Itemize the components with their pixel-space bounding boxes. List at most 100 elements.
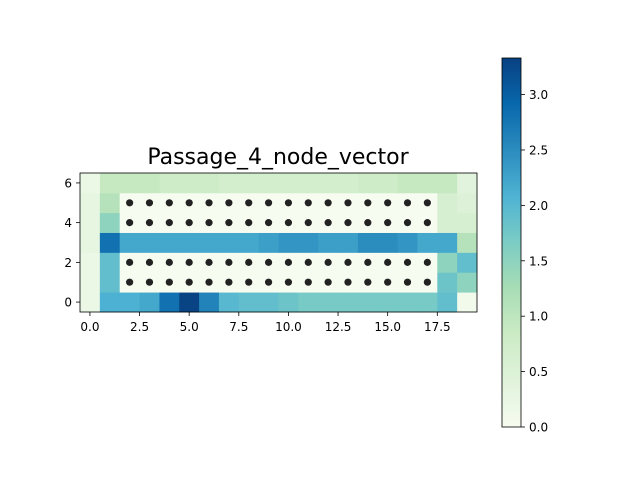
heatmap-cell — [377, 292, 398, 313]
heatmap-cell — [357, 232, 379, 253]
heatmap-cell — [298, 292, 319, 313]
scatter-point — [403, 199, 412, 207]
heatmap-cell — [278, 292, 299, 313]
heatmap-cell — [99, 252, 121, 273]
heatmap-cell — [199, 173, 220, 194]
plot-frame — [79, 172, 478, 313]
scatter-point — [344, 199, 352, 207]
scatter-point — [126, 219, 134, 227]
heatmap-cell — [199, 232, 220, 253]
heatmap-cell — [278, 173, 299, 194]
heatmap-cell — [457, 272, 478, 293]
heatmap-cell — [139, 292, 160, 313]
scatter-point — [205, 199, 213, 207]
scatter-point — [364, 278, 372, 286]
scatter-point — [145, 199, 154, 207]
scatter-point — [344, 258, 352, 266]
heatmap-cell — [338, 173, 359, 194]
heatmap-cell — [238, 173, 260, 194]
scatter-point — [324, 199, 332, 207]
scatter-point — [185, 258, 193, 266]
scatter-point — [304, 199, 312, 207]
heatmap-cell — [80, 272, 101, 293]
scatter-point — [205, 219, 213, 227]
heatmap-cell — [417, 292, 438, 313]
heatmap-cells — [80, 173, 478, 313]
heatmap-cell — [318, 292, 339, 313]
scatter-point — [205, 258, 213, 266]
heatmap-cell — [80, 192, 101, 214]
heatmap-cell — [159, 173, 180, 194]
heatmap-cell — [437, 252, 458, 273]
scatter-point — [126, 258, 134, 266]
heatmap-cell — [139, 232, 160, 253]
scatter-point — [264, 199, 273, 207]
scatter-point — [384, 219, 392, 227]
heatmap-cell — [397, 292, 418, 313]
scatter-point — [364, 199, 372, 207]
scatter-point — [364, 219, 372, 227]
heatmap-cell — [80, 173, 101, 194]
scatter-point — [165, 258, 173, 266]
heatmap-cell — [218, 232, 240, 253]
scatter-point — [324, 219, 332, 227]
y-tick-label: 6 — [64, 176, 72, 190]
scatter-point — [423, 278, 431, 286]
scatter-point — [126, 199, 134, 207]
heatmap-cell — [457, 212, 478, 233]
heatmap-cell — [298, 173, 319, 194]
heatmap-cell — [457, 173, 478, 194]
heatmap-cell — [99, 272, 121, 293]
scatter-point — [126, 278, 134, 286]
y-axis: 0 2 4 6 — [64, 176, 80, 310]
scatter-point — [264, 258, 273, 266]
scatter-point — [304, 258, 312, 266]
scatter-points — [126, 199, 431, 286]
x-tick-label: 10.0 — [275, 320, 302, 334]
x-tick-label: 7.5 — [229, 320, 248, 334]
heatmap-cell — [238, 232, 260, 253]
scatter-point — [324, 258, 332, 266]
heatmap-cell — [457, 292, 478, 313]
heatmap-cell — [99, 173, 121, 194]
heatmap-cell — [199, 292, 220, 313]
scatter-point — [344, 278, 352, 286]
heatmap-cell — [139, 173, 160, 194]
colorbar-tick-label: 0.0 — [529, 421, 548, 435]
scatter-point — [245, 199, 253, 207]
x-tick-label: 5.0 — [180, 320, 199, 334]
scatter-point — [344, 219, 352, 227]
x-axis: 0.0 2.5 5.0 7.5 10.0 12.5 15.0 17.5 — [80, 312, 451, 334]
scatter-point — [384, 258, 392, 266]
heatmap-cell — [179, 232, 200, 253]
heatmap-cell — [457, 192, 478, 214]
heatmap-cell — [377, 232, 398, 253]
scatter-point — [145, 258, 154, 266]
x-tick-label: 15.0 — [374, 320, 401, 334]
scatter-point — [264, 219, 273, 227]
scatter-point — [284, 199, 293, 207]
colorbar-tick-label: 2.0 — [529, 199, 548, 213]
heatmap-cell — [218, 292, 240, 313]
y-tick-label: 0 — [64, 296, 72, 310]
scatter-point — [284, 258, 293, 266]
colorbar-tick-label: 0.5 — [529, 365, 548, 379]
heatmap-cell — [179, 173, 200, 194]
scatter-point — [423, 219, 431, 227]
scatter-point — [324, 278, 332, 286]
colorbar: 0.0 0.5 1.0 1.5 2.0 2.5 3.0 — [501, 57, 548, 435]
x-tick-label: 12.5 — [325, 320, 352, 334]
scatter-point — [225, 199, 233, 207]
scatter-point — [145, 278, 154, 286]
scatter-point — [145, 219, 154, 227]
scatter-point — [304, 219, 312, 227]
heatmap-cell — [437, 192, 458, 214]
scatter-point — [165, 219, 173, 227]
heatmap-cell — [159, 292, 180, 313]
scatter-point — [384, 199, 392, 207]
scatter-point — [165, 278, 173, 286]
heatmap-cell — [238, 292, 260, 313]
scatter-point — [225, 278, 233, 286]
